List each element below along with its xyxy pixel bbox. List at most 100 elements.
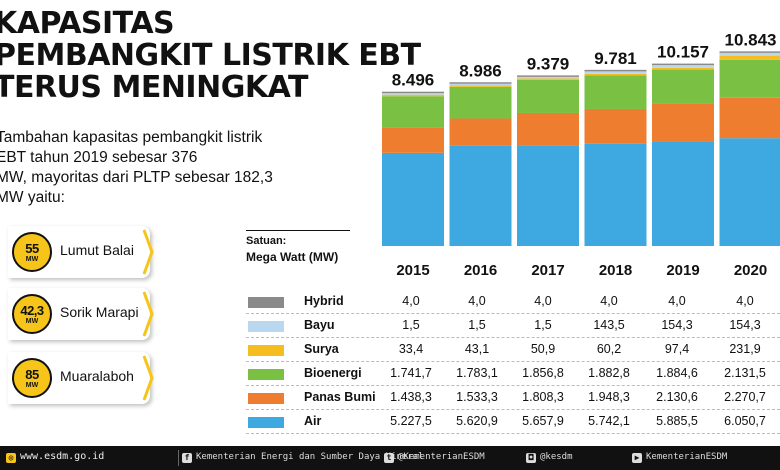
table-cell: 5.657,9 [522,414,564,428]
row-label: Surya [304,342,339,356]
site-capacity-value: 55 [25,241,39,256]
site-capacity-value: 42,3 [20,303,44,318]
table-cell: 1.808,3 [522,390,564,404]
bar-segment-air-2017 [517,145,579,246]
page-title: KAPASITAS PEMBANGKIT LISTRIK EBT TERUS M… [0,8,421,104]
row-label: Hybrid [304,294,344,308]
title-line-2: PEMBANGKIT LISTRIK EBT [0,38,421,73]
footer-website[interactable]: ◎ www.esdm.go.id [6,451,104,463]
footer-instagram-text: @kesdm [540,452,573,462]
table-row-air: Air 5.227,5 5.620,9 5.657,9 5.742,1 5.88… [246,410,780,434]
bar-segment-surya-2020 [719,55,780,60]
footer-twitter[interactable]: t @KementerianESDM [384,452,485,463]
bar-segment-air-2019 [652,141,714,246]
globe-icon: ◎ [6,453,16,463]
year-label-2015: 2015 [396,262,429,279]
table-cell: 1.856,8 [522,366,564,380]
footer-facebook[interactable]: f Kementerian Energi dan Sumber Daya Mine… [182,452,424,463]
footer: ◎ www.esdm.go.id f Kementerian Energi dan … [0,446,780,470]
table-cell: 1.882,8 [588,366,630,380]
site-card-lumut-balai: 55 MW Lumut Balai [8,226,154,278]
instagram-icon: ◘ [526,453,536,463]
bar-segment-surya-2016 [449,85,512,87]
legend-swatch-air [248,417,284,428]
table-cell: 2.130,6 [656,390,698,404]
site-name: Muaralaboh [60,368,134,384]
year-label-2017: 2017 [531,262,564,279]
table-cell: 43,1 [464,342,490,356]
twitter-icon: t [384,453,394,463]
table-cell: 231,9 [729,342,761,356]
table-row-panas-bumi: Panas Bumi 1.438,3 1.533,3 1.808,3 1.948… [246,386,780,410]
bar-segment-surya-2017 [517,78,579,80]
bar-segment-panas-bumi-2019 [652,103,714,142]
bar-segment-bioenergi-2017 [517,79,579,113]
table-row-bioenergi: Bioenergi 1.741,7 1.783,1 1.856,8 1.882,… [246,362,780,386]
chevron-right-icon [142,229,154,275]
row-label: Panas Bumi [304,390,376,404]
bar-segment-bayu-2015 [382,93,444,95]
footer-twitter-text: @KementerianESDM [398,452,485,462]
legend-swatch-panas-bumi [248,393,284,404]
bar-segment-bioenergi-2020 [719,59,780,98]
table-cell: 60,2 [596,342,622,356]
chevron-right-icon [142,291,154,337]
bar-segment-hybrid-2016 [449,82,512,84]
bar-segment-air-2015 [382,152,444,246]
site-capacity-badge: 55 MW [12,232,52,272]
bar-segment-bioenergi-2019 [652,69,714,104]
bar-segment-bayu-2016 [449,83,512,86]
footer-website-text: www.esdm.go.id [20,451,105,462]
site-capacity-unit: MW [25,256,39,263]
bar-segment-bioenergi-2016 [449,86,512,119]
description-line-3: MW, mayoritas dari PLTP sebesar 182,3 [0,169,273,186]
bar-segment-panas-bumi-2020 [719,97,780,139]
site-name: Sorik Marapi [60,304,139,320]
total-label-2016: 8.986 [459,61,502,80]
total-label-2015: 8.496 [392,71,435,90]
table-cell: 1,5 [402,318,420,332]
footer-youtube[interactable]: ▶ KementerianESDM [632,452,727,463]
table-row-hybrid: Hybrid 4,0 4,0 4,0 4,0 4,0 4,0 [246,290,780,314]
table-cell: 97,4 [664,342,690,356]
table-cell: 1.438,3 [390,390,432,404]
table-cell: 33,4 [398,342,424,356]
site-capacity-badge: 42,3 MW [12,294,52,334]
youtube-icon: ▶ [632,453,642,463]
unit-label: Satuan: Mega Watt (MW) [246,230,350,264]
table-cell: 4,0 [468,294,486,308]
bar-segment-surya-2019 [652,67,714,70]
site-card-sorik-marapi: 42,3 MW Sorik Marapi [8,288,154,340]
table-cell: 4,0 [668,294,686,308]
bar-segment-bioenergi-2015 [382,96,444,128]
bar-segment-hybrid-2020 [719,51,780,53]
table-cell: 1.884,6 [656,366,698,380]
table-cell: 4,0 [600,294,618,308]
footer-facebook-text: Kementerian Energi dan Sumber Daya Miner… [196,452,424,462]
bar-segment-surya-2015 [382,94,444,97]
footer-instagram[interactable]: ◘ @kesdm [526,452,573,463]
data-table: Hybrid 4,0 4,0 4,0 4,0 4,0 4,0 Bayu 1,5 … [246,290,780,434]
table-cell: 5.227,5 [390,414,432,428]
legend-swatch-hybrid [248,297,284,308]
footer-divider [178,450,179,466]
table-cell: 1,5 [534,318,552,332]
chevron-right-icon [142,355,154,401]
total-label-2017: 9.379 [527,54,570,73]
stacked-bar-chart: 8.496 2015 8.986 2016 9.379 2017 9.781 2018 10.1… [382,30,780,279]
description-line-1: Tambahan kapasitas pembangkit listrik [0,129,263,146]
table-cell: 2.270,7 [724,390,766,404]
site-name: Lumut Balai [60,242,134,258]
year-label-2020: 2020 [734,262,767,279]
site-card-muaralaboh: 85 MW Muaralaboh [8,352,154,404]
bar-segment-air-2018 [584,143,647,246]
table-cell: 1.948,3 [588,390,630,404]
bar-segment-bayu-2018 [584,71,647,74]
site-capacity-unit: MW [25,318,39,325]
year-label-2019: 2019 [666,262,699,279]
table-cell: 6.050,7 [724,414,766,428]
bar-segment-panas-bumi-2017 [517,112,579,146]
site-capacity-value: 85 [25,367,39,382]
description-line-2: EBT tahun 2019 sebesar 376 [0,149,198,166]
site-capacity-unit: MW [25,382,39,389]
